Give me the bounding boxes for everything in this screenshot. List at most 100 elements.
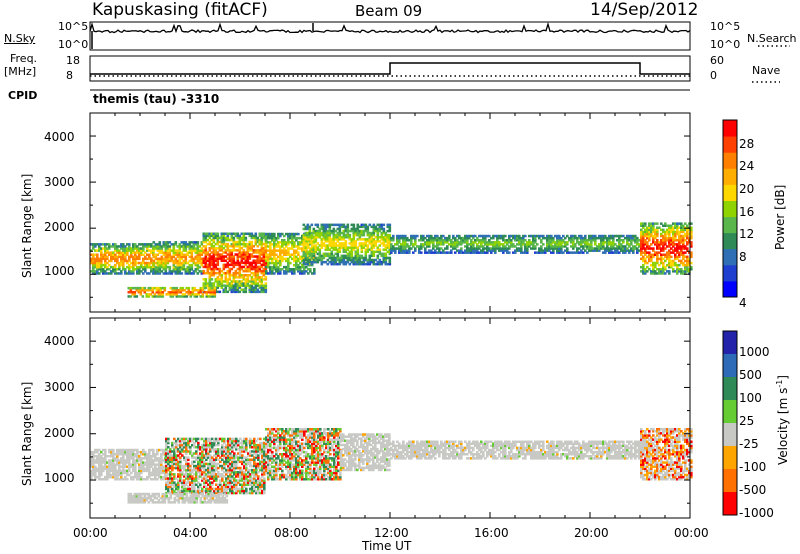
power-cell — [322, 227, 326, 231]
velocity-cell — [132, 459, 135, 462]
power-cell — [308, 258, 312, 262]
velocity-cell — [187, 446, 190, 449]
power-cell — [684, 265, 687, 269]
power-cell — [168, 272, 172, 275]
power-cell — [602, 251, 605, 254]
power-cell — [470, 241, 473, 244]
velocity-cell — [221, 487, 224, 491]
power-cell — [452, 243, 455, 246]
power-cell — [203, 286, 207, 290]
power-cell — [322, 225, 326, 229]
velocity-cell — [136, 461, 139, 464]
power-cell — [330, 256, 334, 260]
power-cell — [598, 243, 601, 246]
power-cell — [265, 234, 268, 238]
velocity-cell — [233, 456, 236, 459]
power-cell — [328, 227, 332, 231]
power-cell — [190, 247, 194, 250]
power-cell — [187, 289, 191, 292]
power-cell — [283, 251, 286, 254]
velocity-cell — [96, 467, 99, 470]
power-cell — [180, 241, 184, 244]
power-cell — [204, 251, 208, 254]
power-cell — [208, 249, 212, 252]
power-cell — [201, 293, 205, 296]
power-cell — [147, 289, 151, 292]
power-cell — [546, 247, 549, 250]
power-cell — [358, 254, 362, 258]
velocity-cell — [213, 441, 216, 445]
velocity-cell — [235, 443, 238, 447]
power-cell — [258, 257, 262, 260]
power-cell — [558, 239, 561, 242]
power-cell — [149, 293, 153, 296]
power-cell — [184, 270, 188, 273]
power-cell — [354, 229, 358, 233]
power-cell — [496, 247, 499, 250]
power-cell — [178, 270, 182, 273]
power-cell — [572, 243, 575, 246]
velocity-cell — [152, 450, 155, 454]
power-cell — [376, 231, 380, 235]
power-cell — [260, 240, 264, 244]
power-cell — [460, 236, 463, 240]
power-cell — [262, 263, 266, 267]
velocity-cell — [130, 475, 133, 479]
velocity-cell — [114, 478, 117, 481]
power-cell — [476, 247, 479, 250]
power-cell — [436, 247, 439, 250]
power-cell — [600, 245, 603, 248]
power-cell — [192, 247, 196, 250]
power-cell — [206, 251, 210, 254]
power-cell — [254, 282, 258, 285]
power-cell — [218, 282, 222, 285]
velocity-cell — [142, 478, 145, 481]
velocity-cell — [96, 457, 99, 460]
power-cell — [256, 278, 260, 281]
power-cell — [352, 236, 356, 239]
velocity-cell — [146, 463, 149, 466]
power-cell — [269, 245, 272, 248]
power-cell — [244, 255, 248, 258]
power-cell — [668, 263, 671, 267]
velocity-cell — [243, 485, 246, 489]
power-cell — [686, 247, 689, 250]
power-cell — [376, 254, 380, 258]
power-cell — [232, 242, 236, 246]
velocity-cell — [108, 473, 111, 477]
power-cell — [171, 286, 175, 290]
power-cell — [340, 260, 344, 264]
power-cell — [376, 260, 380, 264]
velocity-cell — [179, 437, 182, 441]
velocity-cell — [154, 471, 157, 475]
power-cell — [348, 258, 352, 262]
power-cell — [214, 271, 218, 275]
power-cell — [454, 241, 457, 244]
power-cell — [273, 243, 276, 246]
velocity-cell — [195, 479, 198, 482]
velocity-cell — [142, 467, 145, 470]
power-cell — [648, 253, 651, 256]
power-cell — [352, 223, 356, 227]
power-cell — [348, 246, 352, 249]
power-cell — [301, 272, 304, 275]
power-cell — [314, 238, 318, 241]
velocity-cell — [173, 446, 176, 449]
power-cell — [336, 227, 340, 231]
power-cell — [114, 265, 117, 269]
velocity-cell — [241, 479, 244, 482]
velocity-cell — [171, 481, 174, 484]
power-cell — [202, 259, 206, 262]
power-cell — [230, 286, 234, 289]
velocity-cell — [102, 457, 105, 460]
velocity-cell — [144, 457, 147, 460]
velocity-cell — [227, 452, 230, 455]
power-cell — [404, 241, 407, 244]
velocity-cell — [225, 485, 228, 489]
power-cell — [118, 245, 121, 248]
power-cell — [218, 280, 222, 283]
power-cell — [281, 251, 284, 254]
power-cell — [326, 248, 330, 251]
velocity-cell — [126, 459, 129, 462]
power-cell — [562, 239, 565, 242]
